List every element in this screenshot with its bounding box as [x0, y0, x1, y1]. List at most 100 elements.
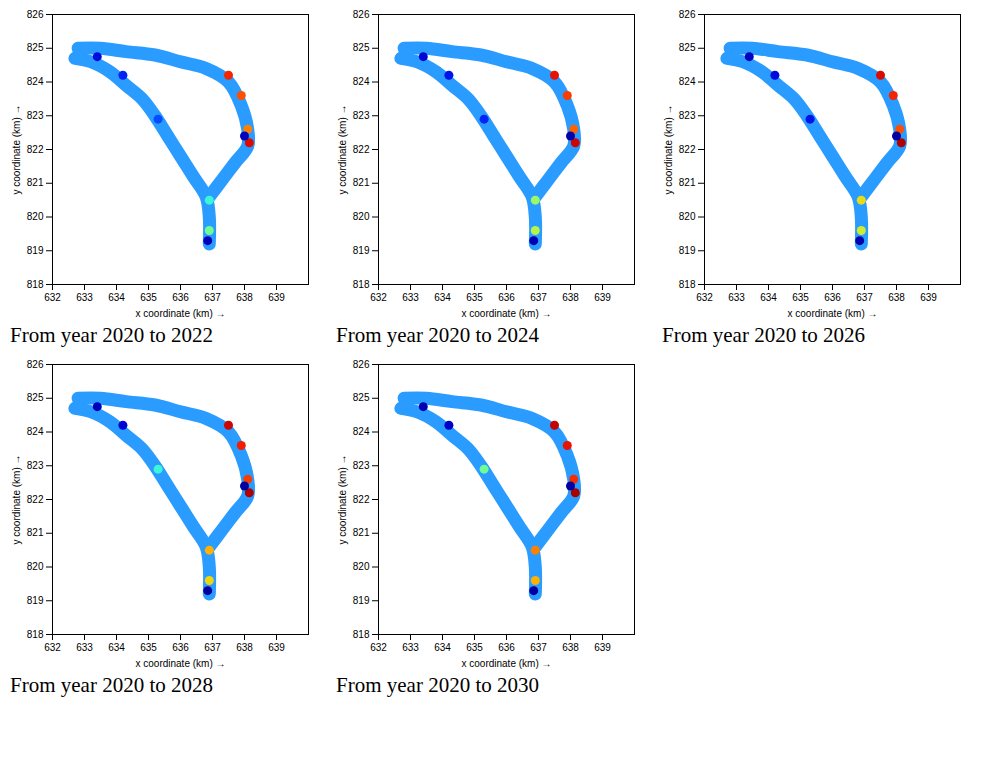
svg-text:y coordinate (km) →: y coordinate (km) →	[663, 104, 674, 194]
svg-text:825: 825	[353, 42, 370, 53]
svg-text:823: 823	[353, 460, 370, 471]
svg-text:825: 825	[679, 42, 696, 53]
svg-text:823: 823	[27, 110, 44, 121]
svg-text:819: 819	[27, 595, 44, 606]
svg-text:820: 820	[353, 561, 370, 572]
svg-text:633: 633	[76, 642, 93, 653]
svg-text:826: 826	[353, 9, 370, 20]
svg-text:824: 824	[27, 426, 44, 437]
svg-text:y coordinate (km) →: y coordinate (km) →	[337, 104, 348, 194]
svg-text:x coordinate (km) →: x coordinate (km) →	[135, 658, 225, 669]
svg-text:824: 824	[353, 426, 370, 437]
svg-text:825: 825	[27, 42, 44, 53]
svg-text:635: 635	[140, 292, 157, 303]
svg-text:638: 638	[562, 292, 579, 303]
svg-text:x coordinate (km) →: x coordinate (km) →	[787, 308, 877, 319]
svg-text:639: 639	[268, 292, 285, 303]
svg-text:821: 821	[353, 527, 370, 538]
svg-text:825: 825	[27, 392, 44, 403]
svg-text:633: 633	[402, 642, 419, 653]
svg-text:x coordinate (km) →: x coordinate (km) →	[461, 658, 551, 669]
svg-text:632: 632	[696, 292, 713, 303]
svg-text:636: 636	[172, 642, 189, 653]
svg-text:819: 819	[353, 595, 370, 606]
svg-text:x coordinate (km) →: x coordinate (km) →	[135, 308, 225, 319]
svg-text:823: 823	[353, 110, 370, 121]
svg-text:818: 818	[353, 279, 370, 290]
svg-text:635: 635	[792, 292, 809, 303]
svg-text:632: 632	[44, 292, 61, 303]
svg-text:822: 822	[353, 144, 370, 155]
svg-text:y coordinate (km) →: y coordinate (km) →	[11, 454, 22, 544]
svg-text:634: 634	[434, 292, 451, 303]
svg-text:633: 633	[728, 292, 745, 303]
svg-text:822: 822	[353, 494, 370, 505]
svg-text:637: 637	[856, 292, 873, 303]
svg-text:634: 634	[434, 642, 451, 653]
svg-text:638: 638	[236, 642, 253, 653]
svg-text:819: 819	[353, 245, 370, 256]
svg-text:821: 821	[353, 177, 370, 188]
svg-text:820: 820	[679, 211, 696, 222]
svg-text:638: 638	[236, 292, 253, 303]
svg-text:639: 639	[920, 292, 937, 303]
svg-text:x coordinate (km) →: x coordinate (km) →	[461, 308, 551, 319]
svg-text:632: 632	[370, 292, 387, 303]
svg-text:632: 632	[370, 642, 387, 653]
svg-text:826: 826	[353, 359, 370, 370]
svg-text:638: 638	[888, 292, 905, 303]
svg-text:y coordinate (km) →: y coordinate (km) →	[337, 454, 348, 544]
svg-text:824: 824	[353, 76, 370, 87]
svg-text:639: 639	[594, 642, 611, 653]
svg-text:634: 634	[108, 292, 125, 303]
svg-text:636: 636	[498, 642, 515, 653]
svg-text:822: 822	[27, 494, 44, 505]
html-text:From year 2020 to 2026: From year 2020 to 2026	[662, 323, 865, 347]
svg-text:821: 821	[679, 177, 696, 188]
svg-text:825: 825	[353, 392, 370, 403]
svg-text:819: 819	[679, 245, 696, 256]
html-text:From year 2020 to 2030: From year 2020 to 2030	[336, 673, 539, 697]
svg-text:818: 818	[27, 279, 44, 290]
svg-text:818: 818	[679, 279, 696, 290]
svg-text:821: 821	[27, 177, 44, 188]
svg-text:637: 637	[530, 642, 547, 653]
svg-text:635: 635	[466, 642, 483, 653]
svg-text:823: 823	[27, 460, 44, 471]
svg-text:824: 824	[679, 76, 696, 87]
svg-text:821: 821	[27, 527, 44, 538]
svg-text:818: 818	[353, 629, 370, 640]
svg-text:634: 634	[108, 642, 125, 653]
svg-text:639: 639	[268, 642, 285, 653]
html-text:From year 2020 to 2022: From year 2020 to 2022	[10, 323, 213, 347]
svg-text:636: 636	[824, 292, 841, 303]
svg-text:634: 634	[760, 292, 777, 303]
svg-text:826: 826	[27, 359, 44, 370]
svg-text:637: 637	[204, 292, 221, 303]
svg-text:820: 820	[27, 561, 44, 572]
svg-text:637: 637	[204, 642, 221, 653]
svg-text:826: 826	[679, 9, 696, 20]
svg-text:819: 819	[27, 245, 44, 256]
svg-text:636: 636	[498, 292, 515, 303]
svg-text:632: 632	[44, 642, 61, 653]
svg-text:826: 826	[27, 9, 44, 20]
svg-text:633: 633	[76, 292, 93, 303]
html-text:From year 2020 to 2024: From year 2020 to 2024	[336, 323, 539, 347]
svg-text:822: 822	[27, 144, 44, 155]
svg-text:y coordinate (km) →: y coordinate (km) →	[11, 104, 22, 194]
svg-text:820: 820	[353, 211, 370, 222]
html-text:From year 2020 to 2028: From year 2020 to 2028	[10, 673, 213, 697]
svg-text:818: 818	[27, 629, 44, 640]
svg-text:824: 824	[27, 76, 44, 87]
svg-text:633: 633	[402, 292, 419, 303]
svg-text:636: 636	[172, 292, 189, 303]
svg-text:635: 635	[140, 642, 157, 653]
svg-text:822: 822	[679, 144, 696, 155]
svg-text:820: 820	[27, 211, 44, 222]
svg-text:823: 823	[679, 110, 696, 121]
svg-text:638: 638	[562, 642, 579, 653]
svg-text:635: 635	[466, 292, 483, 303]
svg-text:637: 637	[530, 292, 547, 303]
svg-text:639: 639	[594, 292, 611, 303]
